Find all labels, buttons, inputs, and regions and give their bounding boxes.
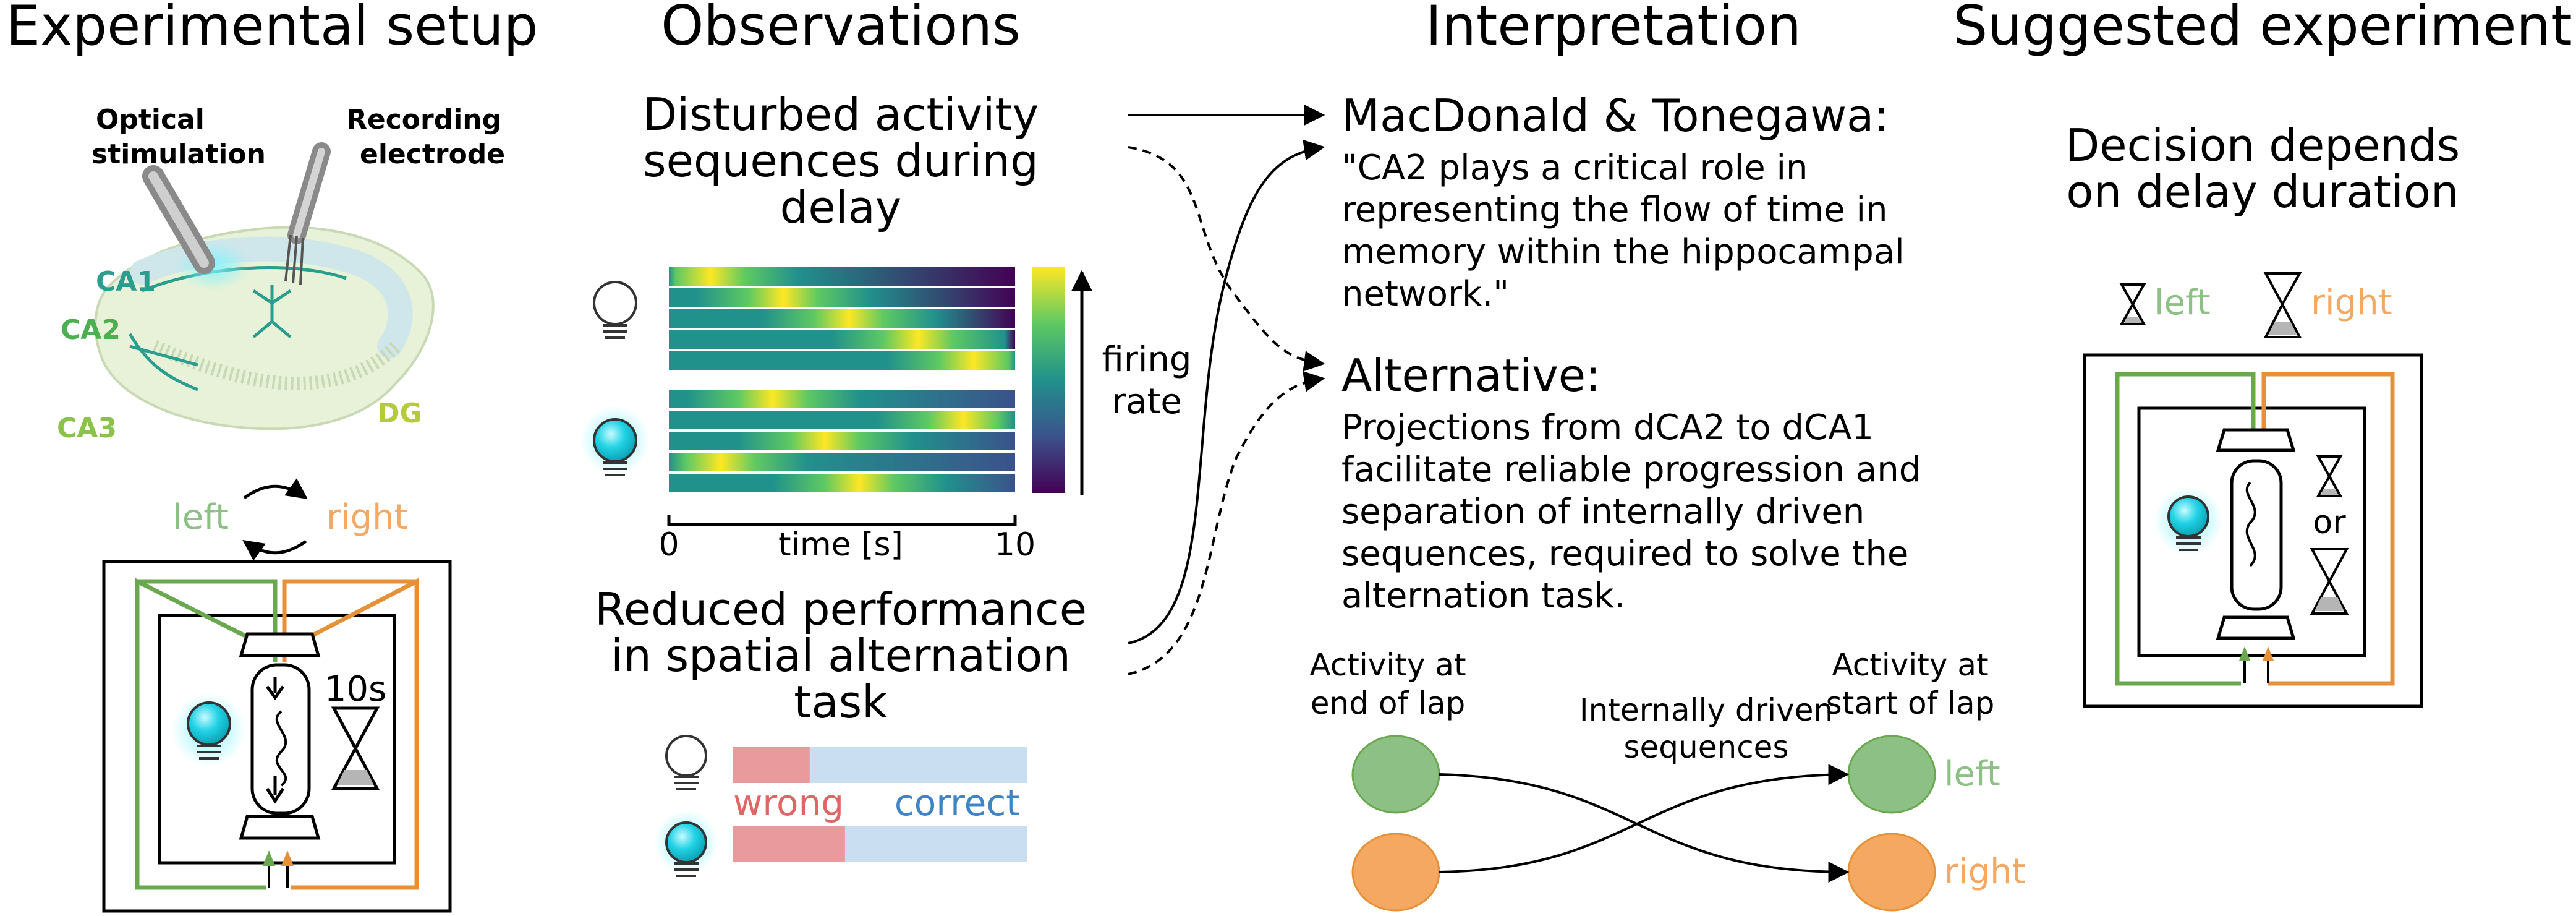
light-bulb-stim-icon [580, 406, 650, 476]
mac-text-line3: memory within the hippocampal [1341, 232, 1905, 272]
light-bulb-control-icon [593, 281, 637, 339]
wrong-label: wrong [733, 782, 844, 824]
heatmap-row [669, 288, 1015, 307]
setup-left-label: left [172, 497, 229, 537]
mac-text-line1: "CA2 plays a critical role in [1341, 148, 1808, 188]
suggested-right-label: right [2311, 283, 2392, 323]
ca1-label: CA1 [96, 266, 156, 297]
start-lap-right-node [1847, 833, 1936, 912]
disturbed-line3: delay [780, 181, 902, 233]
time-tick-0: 0 [658, 526, 679, 563]
section-title-suggested: Suggested experiment [1953, 0, 2572, 58]
alt-text-line1: Projections from dCA2 to dCA1 [1341, 408, 1874, 448]
heatmap-row [669, 267, 1015, 286]
start-lap-line1: Activity at [1832, 647, 1988, 683]
arrow-reduced-to-mac [1128, 139, 1325, 644]
decision-line1: Decision depends [2065, 119, 2460, 171]
disturbed-line1: Disturbed activity [643, 88, 1039, 140]
end-lap-line1: Activity at [1309, 647, 1466, 683]
optical-label-line1: Optical [96, 104, 205, 135]
alternation-arrow-left [242, 539, 307, 561]
end-lap-left-node [1351, 735, 1440, 814]
start-lap-left-label: left [1944, 754, 2000, 794]
hourglass-long-icon [2263, 272, 2302, 338]
reduced-line3: task [794, 676, 888, 728]
start-lap-line2: start of lap [1826, 685, 1995, 721]
heatmap-row [669, 309, 1015, 328]
reduced-line2: in spatial alternation [611, 630, 1071, 682]
ca3-label: CA3 [57, 413, 117, 444]
arrow-reduced-to-alt [1128, 371, 1325, 675]
internal-line2: sequences [1624, 729, 1789, 765]
disturbed-line2: sequences during [643, 135, 1039, 187]
correct-label: correct [895, 782, 1020, 824]
mac-text-line4: network." [1341, 274, 1509, 314]
end-lap-right-node [1351, 833, 1440, 912]
arrow-disturbed-to-alt [1128, 146, 1325, 372]
hippocampus-illustration [94, 226, 435, 430]
performance-bar-control-wrong [733, 747, 810, 783]
section-title-interpretation: Interpretation [1426, 0, 1801, 58]
maze-suggested [2083, 353, 2423, 708]
heatmap-row [669, 411, 1015, 429]
suggested-left-label: left [2154, 283, 2211, 323]
mac-title: MacDonald & Tonegawa: [1341, 90, 1889, 142]
recording-label-line1: Recording [346, 104, 501, 135]
performance-bar-stim-wrong [733, 826, 845, 862]
sequence-arrow-right-to-left [1439, 764, 1850, 873]
time-tick-10: 10 [995, 526, 1035, 563]
heatmap-row [669, 432, 1015, 450]
recording-label-line2: electrode [360, 139, 505, 170]
or-label: or [2313, 504, 2346, 541]
heatmap-row [669, 330, 1015, 349]
dg-label: DG [377, 398, 422, 429]
optical-fiber-icon [142, 165, 250, 291]
hourglass-icon-setup [331, 706, 380, 790]
hourglass-short-icon [2119, 283, 2146, 325]
heatmap-row [669, 474, 1015, 492]
decision-line2: on delay duration [2066, 166, 2459, 218]
time-axis [667, 515, 1017, 526]
section-title-observations: Observations [661, 0, 1021, 58]
start-lap-left-node [1847, 735, 1936, 814]
alt-title: Alternative: [1341, 349, 1600, 401]
end-lap-line2: end of lap [1311, 685, 1465, 721]
setup-right-label: right [326, 497, 408, 537]
heatmap-row [669, 390, 1015, 408]
hourglass-short-icon-maze [2316, 455, 2343, 497]
maze-setup [102, 560, 452, 913]
internal-line1: Internally driven [1579, 692, 1833, 728]
firing-label-line2: rate [1112, 382, 1182, 422]
alt-text-line2: facilitate reliable progression and [1341, 450, 1921, 490]
light-bulb-stim-icon-setup [172, 693, 246, 767]
firing-label-line1: firing [1102, 340, 1192, 380]
hourglass-long-icon-maze [2310, 548, 2349, 615]
mac-text-line2: representing the flow of time in [1341, 190, 1888, 230]
light-bulb-stim-icon-suggested [2154, 486, 2223, 555]
light-bulb-control-icon-perf [665, 735, 707, 790]
start-lap-right-label: right [1944, 852, 2026, 892]
section-title-setup: Experimental setup [6, 0, 538, 58]
delay-label: 10s [325, 669, 386, 709]
alt-text-line3: separation of internally driven [1341, 492, 1864, 532]
heatmap-row [669, 453, 1015, 471]
time-axis-label: time [s] [778, 526, 903, 563]
alt-text-line5: alternation task. [1341, 576, 1625, 616]
firing-rate-colorbar [1032, 267, 1065, 493]
light-bulb-stim-icon-perf [654, 810, 718, 877]
reduced-line1: Reduced performance [595, 583, 1087, 635]
optical-label-line2: stimulation [91, 139, 266, 170]
ca2-label: CA2 [61, 314, 121, 346]
alternation-arrow-right [243, 478, 308, 500]
recording-electrode-icon [284, 142, 331, 285]
heatmap-row [669, 351, 1015, 370]
alt-text-line4: sequences, required to solve the [1341, 534, 1908, 574]
activity-heatmap [669, 267, 1015, 492]
sequence-arrow-left-to-right [1439, 773, 1850, 883]
